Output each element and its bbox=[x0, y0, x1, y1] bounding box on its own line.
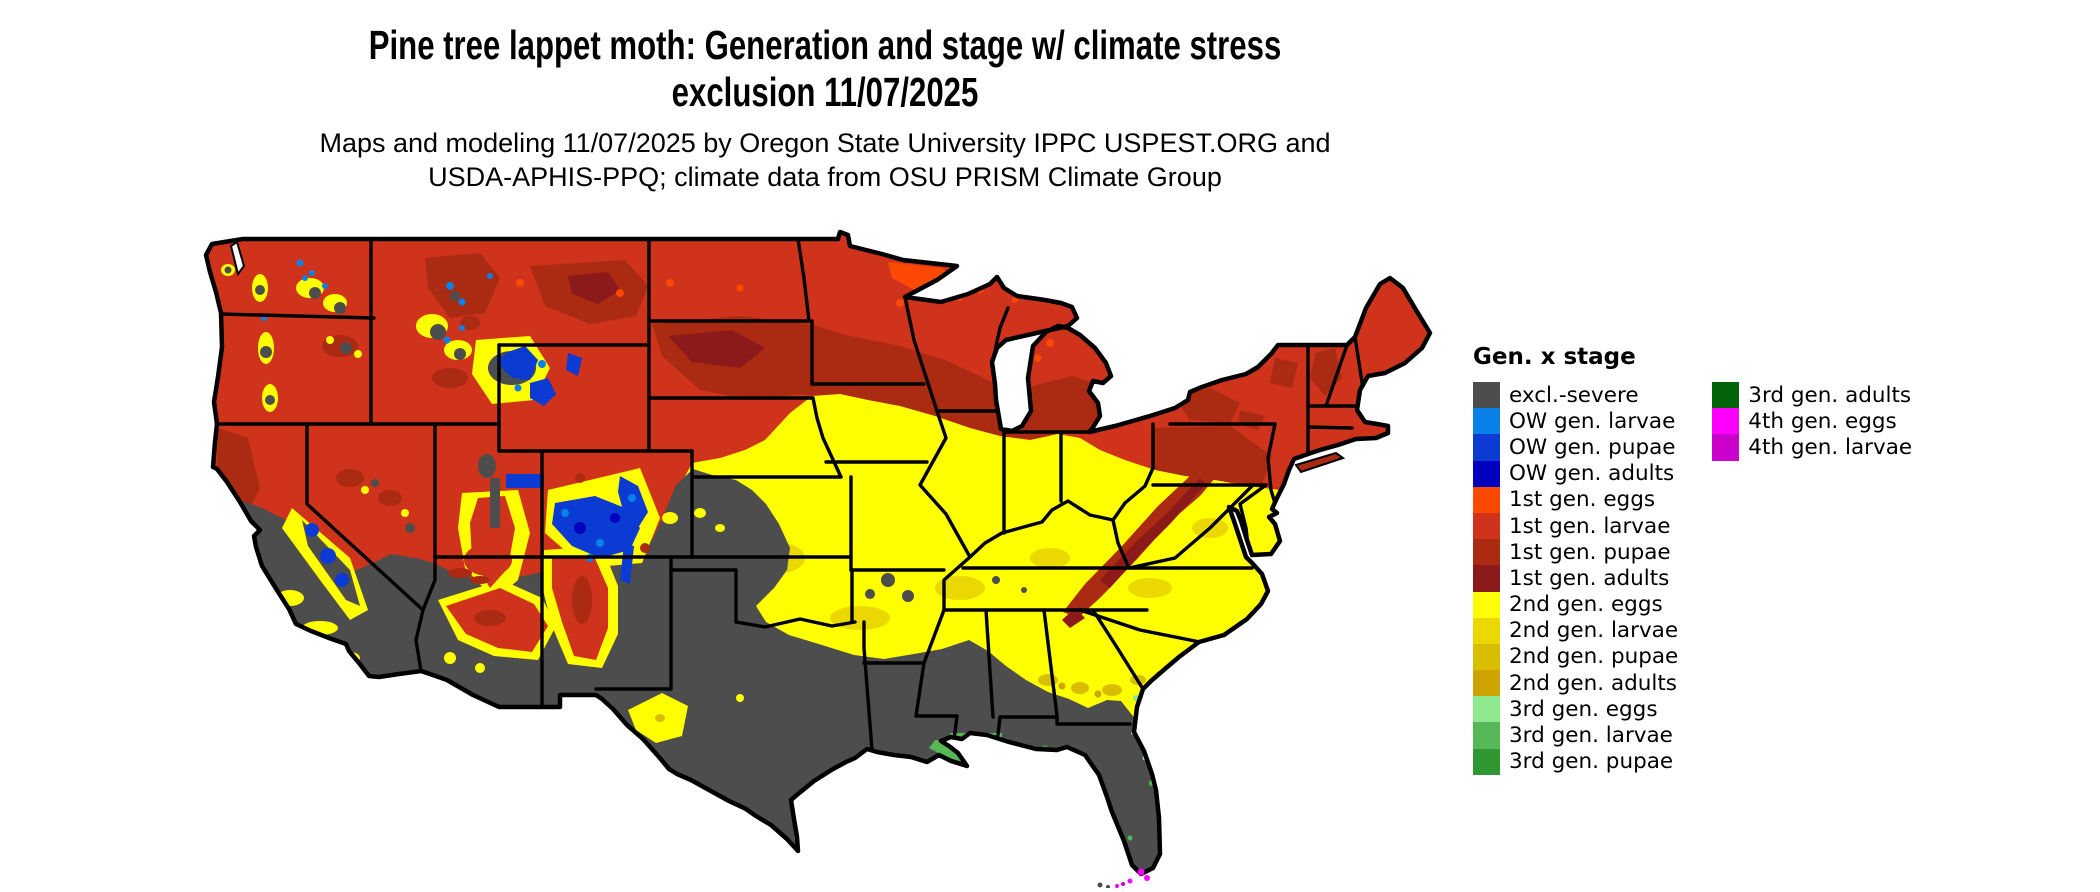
legend-swatch bbox=[1473, 486, 1500, 513]
legend-label: 2nd gen. pupae bbox=[1509, 644, 1679, 670]
legend-item: 3rd gen. larvae bbox=[1473, 722, 1678, 749]
legend-item: 3rd gen. eggs bbox=[1473, 696, 1678, 723]
legend-label: 1st gen. adults bbox=[1509, 565, 1670, 591]
legend-column-1: excl.-severe OW gen. larvae OW gen. pupae O… bbox=[1473, 382, 1678, 775]
us-outline bbox=[203, 229, 1433, 877]
legend-label: 1st gen. pupae bbox=[1509, 539, 1671, 565]
legend-item: OW gen. larvae bbox=[1473, 408, 1678, 435]
legend-label: 1st gen. larvae bbox=[1509, 513, 1671, 539]
title-line-2: exclusion 11/07/2025 bbox=[671, 69, 979, 115]
legend-column-2: 3rd gen. adults 4th gen. eggs 4th gen. lar… bbox=[1712, 382, 1912, 461]
legend-label: OW gen. adults bbox=[1509, 461, 1675, 487]
legend-item: 1st gen. pupae bbox=[1473, 539, 1678, 566]
legend-item: 1st gen. adults bbox=[1473, 565, 1678, 592]
legend-label: 2nd gen. larvae bbox=[1509, 618, 1679, 644]
legend-swatch bbox=[1712, 434, 1740, 461]
legend-label: 2nd gen. eggs bbox=[1509, 592, 1663, 618]
legend-label: 3rd gen. adults bbox=[1748, 382, 1912, 408]
legend-item: excl.-severe bbox=[1473, 382, 1678, 409]
legend-swatch bbox=[1473, 539, 1500, 566]
legend-title: Gen. x stage bbox=[1473, 344, 1636, 370]
legend-item: 3rd gen. pupae bbox=[1473, 748, 1678, 775]
legend-swatch bbox=[1473, 591, 1500, 618]
legend-label: 4th gen. eggs bbox=[1748, 408, 1897, 434]
florida-keys bbox=[1097, 868, 1150, 888]
legend-label: OW gen. pupae bbox=[1509, 434, 1676, 460]
legend-swatch bbox=[1473, 670, 1500, 697]
map-subtitle: Maps and modeling 11/07/2025 by Oregon S… bbox=[195, 126, 1455, 194]
legend-item: 2nd gen. larvae bbox=[1473, 617, 1679, 644]
long-island bbox=[1294, 451, 1346, 474]
title-line-1: Pine tree lappet moth: Generation and st… bbox=[368, 22, 1282, 68]
legend-item: 2nd gen. adults bbox=[1473, 670, 1678, 697]
legend-swatch bbox=[1473, 722, 1500, 749]
legend-swatch bbox=[1473, 565, 1500, 592]
legend-swatch bbox=[1473, 408, 1500, 435]
legend-item: 4th gen. larvae bbox=[1712, 434, 1913, 461]
legend-item: 3rd gen. adults bbox=[1712, 382, 1912, 409]
legend-swatch bbox=[1473, 696, 1500, 723]
legend-swatch bbox=[1473, 460, 1500, 487]
legend-item: 1st gen. larvae bbox=[1473, 512, 1678, 540]
legend-label: 3rd gen. eggs bbox=[1509, 696, 1658, 722]
region-west-mountains bbox=[221, 259, 744, 743]
puget-sound bbox=[229, 240, 246, 277]
legend-label: 4th gen. larvae bbox=[1748, 434, 1913, 460]
legend: Gen. x stage excl.-severe OW gen. larvae O… bbox=[1473, 344, 1912, 775]
legend-item: 4th gen. eggs bbox=[1712, 408, 1912, 435]
legend-swatch bbox=[1712, 382, 1740, 409]
legend-label: OW gen. larvae bbox=[1509, 408, 1676, 434]
legend-item: 2nd gen. pupae bbox=[1473, 643, 1679, 671]
legend-item: OW gen. pupae bbox=[1473, 434, 1678, 461]
legend-item: 2nd gen. eggs bbox=[1473, 591, 1678, 618]
legend-swatch bbox=[1473, 382, 1500, 409]
legend-swatch bbox=[1473, 512, 1500, 540]
region-gray-specks bbox=[865, 573, 1027, 602]
legend-label: excl.-severe bbox=[1509, 382, 1639, 408]
map-canvas bbox=[203, 229, 1433, 888]
legend-swatch bbox=[1473, 643, 1500, 671]
legend-swatch bbox=[1473, 617, 1500, 644]
legend-label: 3rd gen. pupae bbox=[1509, 749, 1674, 775]
legend-item: OW gen. adults bbox=[1473, 460, 1678, 487]
legend-swatch bbox=[1473, 748, 1500, 775]
region-1st-adults-patches bbox=[568, 272, 765, 368]
legend-item: 1st gen. eggs bbox=[1473, 486, 1678, 513]
legend-swatch bbox=[1712, 408, 1740, 435]
legend-swatch bbox=[1473, 434, 1500, 461]
us-phenology-map bbox=[200, 228, 1447, 888]
subtitle-line-2: USDA-APHIS-PPQ; climate data from OSU PR… bbox=[428, 162, 1222, 192]
subtitle-line-1: Maps and modeling 11/07/2025 by Oregon S… bbox=[319, 128, 1331, 158]
legend-label: 2nd gen. adults bbox=[1509, 670, 1678, 696]
legend-label: 1st gen. eggs bbox=[1509, 487, 1656, 513]
map-title: Pine tree lappet moth: Generation and st… bbox=[195, 22, 1455, 116]
state-borders bbox=[215, 237, 1370, 752]
legend-label: 3rd gen. larvae bbox=[1509, 723, 1673, 749]
